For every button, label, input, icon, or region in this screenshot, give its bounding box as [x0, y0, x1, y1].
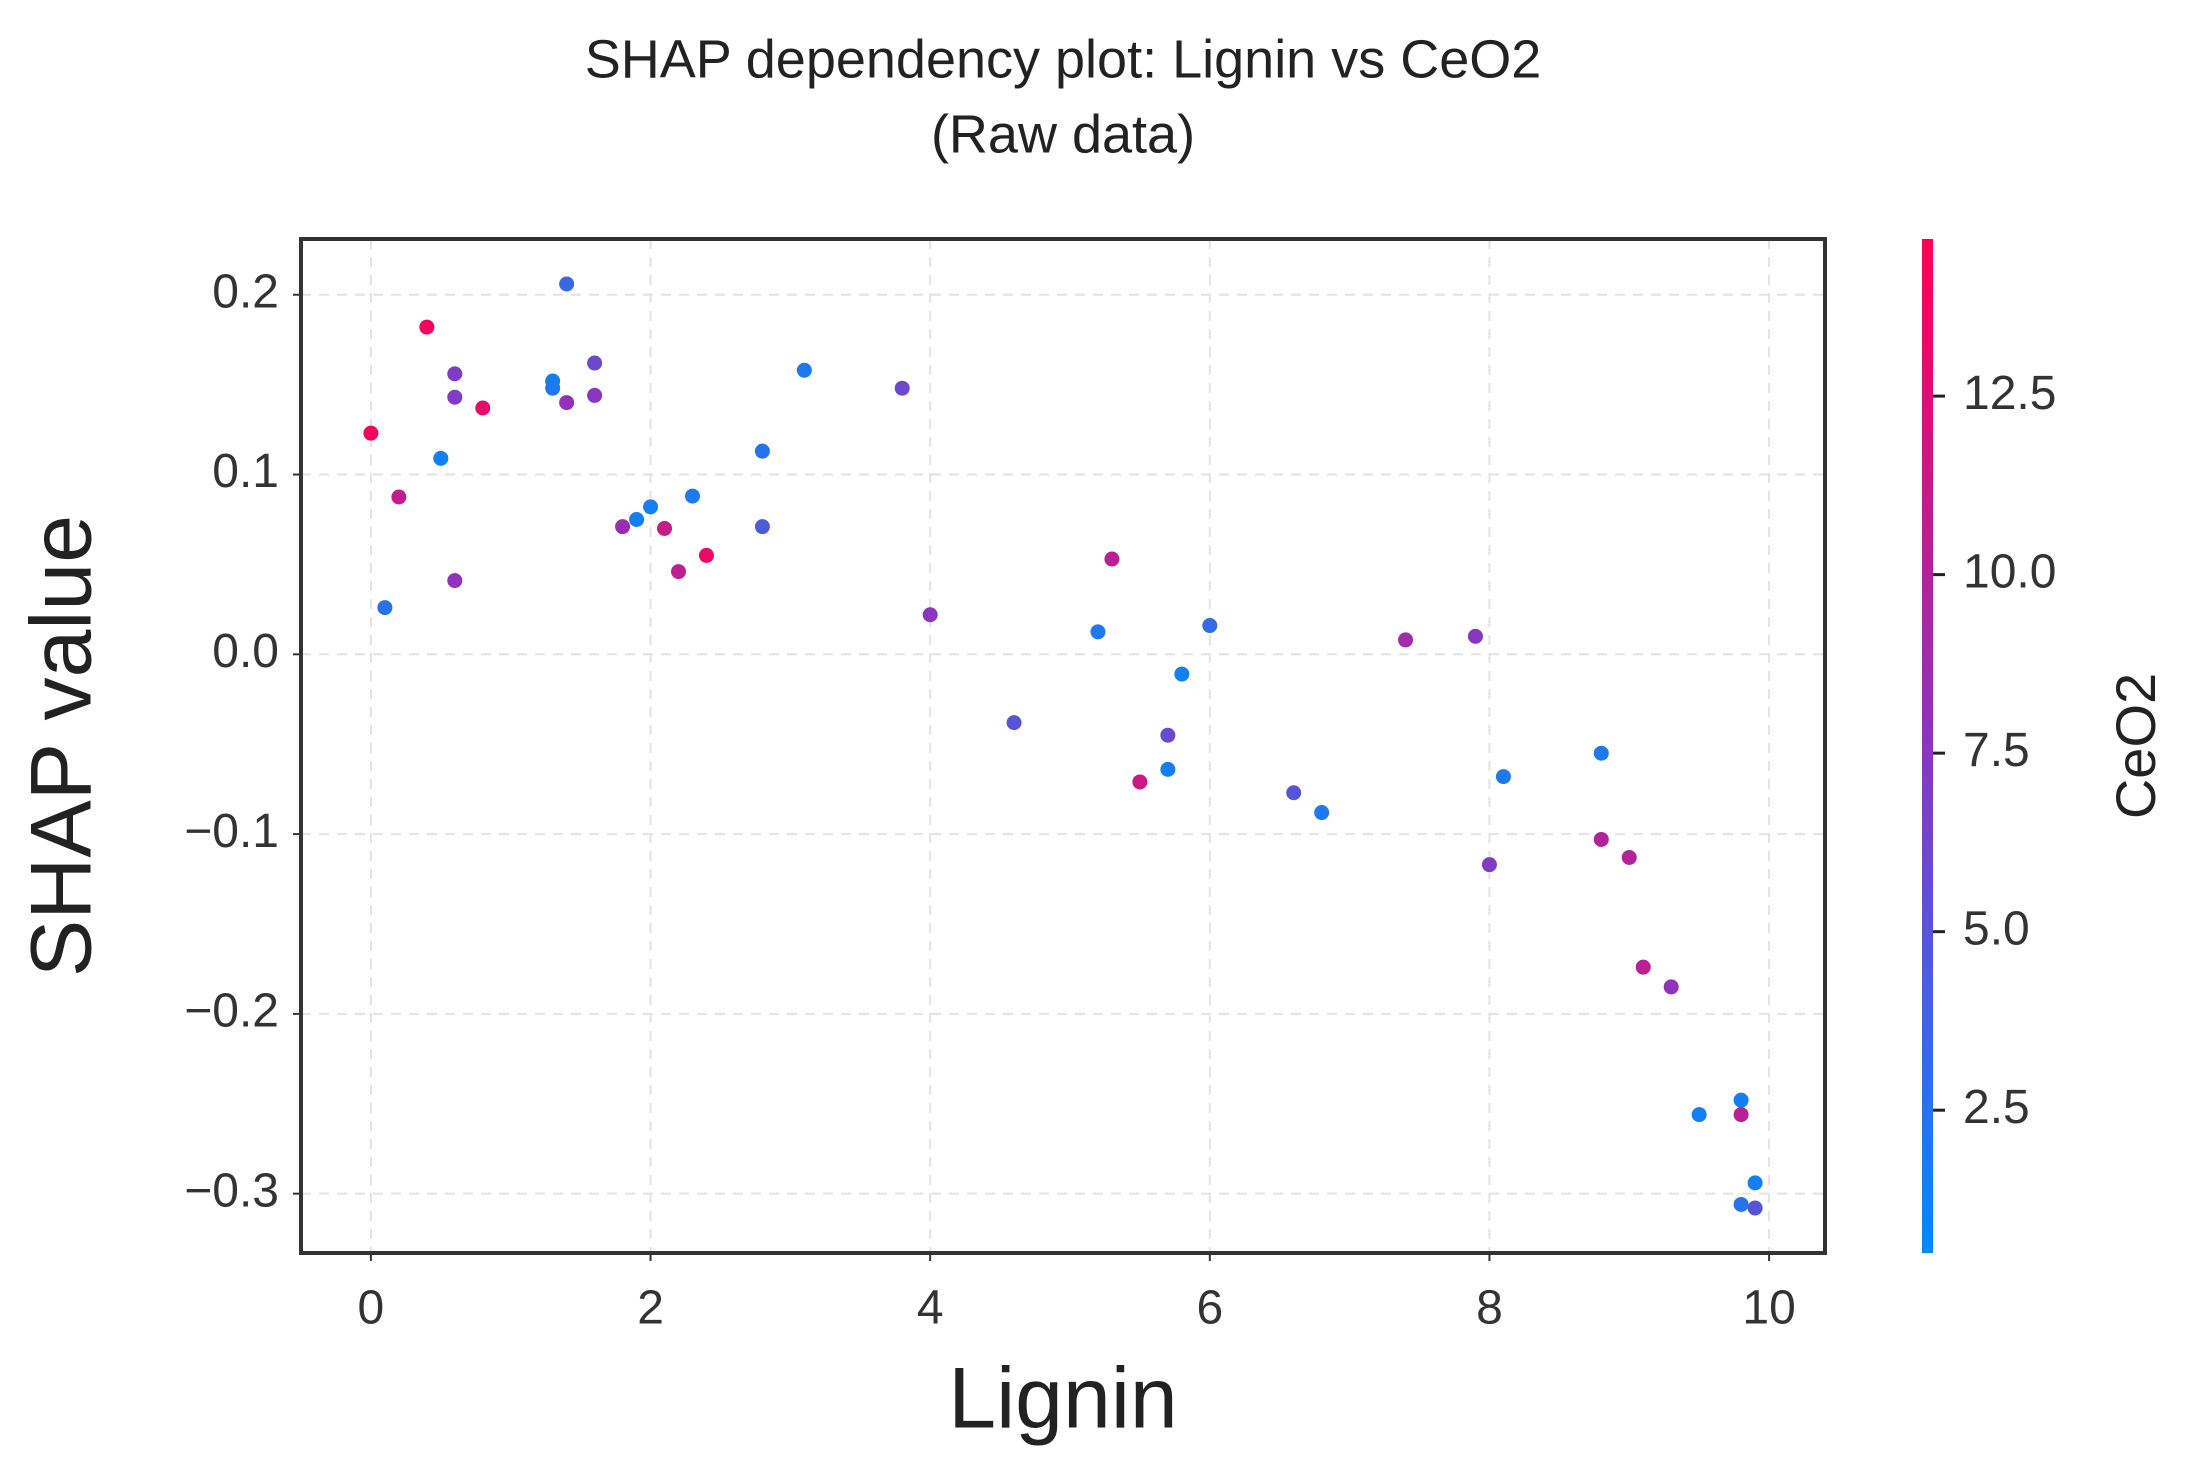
y-tick-label: 0.2: [212, 265, 279, 318]
colorbar-tick-label: 7.5: [1963, 724, 2030, 777]
point: [698, 547, 714, 563]
point: [1286, 785, 1302, 801]
point: [419, 319, 435, 335]
point: [1733, 1196, 1749, 1212]
point: [1481, 857, 1497, 873]
point: [1747, 1200, 1763, 1216]
point: [545, 380, 561, 396]
point: [796, 362, 812, 378]
point: [754, 443, 770, 459]
point: [377, 600, 393, 616]
x-tick-label: 10: [1742, 1282, 1795, 1335]
point: [894, 380, 910, 396]
colorbar-tick-label: 5.0: [1963, 902, 2030, 955]
point: [433, 450, 449, 466]
point: [1174, 666, 1190, 682]
colorbar-tick-label: 2.5: [1963, 1081, 2030, 1134]
point: [1160, 727, 1176, 743]
x-tick-label: 0: [358, 1282, 385, 1335]
point: [587, 355, 603, 371]
colorbar-label: CeO2: [2104, 673, 2167, 819]
point: [447, 573, 463, 589]
point: [363, 425, 379, 441]
chart-subtitle: (Raw data): [931, 104, 1195, 164]
point: [1132, 774, 1148, 790]
point: [391, 489, 407, 505]
point: [1202, 618, 1218, 634]
point: [447, 389, 463, 405]
point: [1593, 831, 1609, 847]
point: [1104, 551, 1120, 567]
point: [587, 387, 603, 403]
point: [1733, 1107, 1749, 1123]
point: [1314, 805, 1330, 821]
y-tick-label: −0.2: [184, 985, 279, 1038]
x-tick-label: 8: [1476, 1282, 1503, 1335]
colorbar-tick-label: 12.5: [1963, 367, 2056, 420]
point: [1635, 959, 1651, 975]
colorbar-tick-label: 10.0: [1963, 545, 2056, 598]
y-tick-label: 0.1: [212, 445, 279, 498]
point: [475, 400, 491, 416]
point: [1467, 628, 1483, 644]
point: [684, 488, 700, 504]
colorbar: [1922, 239, 1933, 1253]
x-axis-label: Lignin: [948, 1351, 1178, 1447]
plot-frame: [299, 237, 1827, 1255]
point: [1398, 632, 1414, 648]
point: [629, 511, 645, 527]
point: [643, 499, 659, 515]
y-tick-label: −0.1: [184, 805, 279, 858]
point: [671, 564, 687, 580]
point: [1593, 745, 1609, 761]
point: [1663, 979, 1679, 995]
point: [1160, 761, 1176, 777]
point: [754, 519, 770, 535]
point: [922, 607, 938, 623]
point: [1090, 624, 1106, 640]
x-tick-label: 4: [917, 1282, 944, 1335]
chart-title: SHAP dependency plot: Lignin vs CeO2: [585, 29, 1542, 89]
x-tick-label: 6: [1196, 1282, 1223, 1335]
y-axis-label: SHAP value: [14, 515, 110, 977]
point: [559, 395, 575, 411]
x-tick-label: 2: [637, 1282, 664, 1335]
point: [1495, 769, 1511, 785]
point: [1747, 1175, 1763, 1191]
point: [559, 276, 575, 292]
y-tick-label: 0.0: [212, 625, 279, 678]
point: [615, 519, 631, 535]
point: [1006, 715, 1022, 731]
point: [1733, 1092, 1749, 1108]
point: [657, 520, 673, 536]
point: [1691, 1107, 1707, 1123]
point: [447, 366, 463, 382]
point: [1621, 849, 1637, 865]
y-tick-label: −0.3: [184, 1164, 279, 1217]
